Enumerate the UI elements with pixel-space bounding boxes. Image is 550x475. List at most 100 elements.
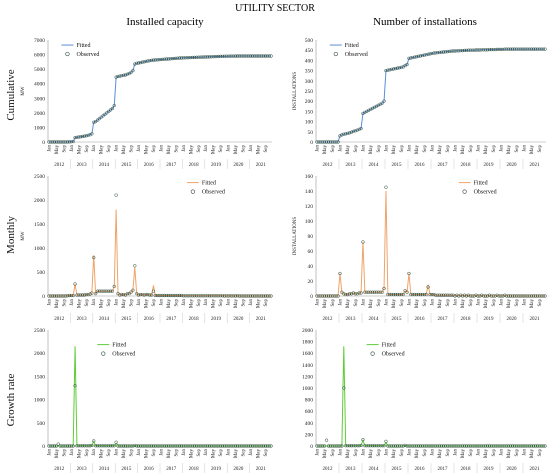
- observed-point: [495, 47, 499, 52]
- month-tick-label: Jan: [227, 299, 232, 306]
- month-tick-label: Jan: [315, 299, 320, 306]
- fitted-line: [316, 190, 546, 297]
- observed-point: [170, 444, 174, 448]
- observed-point: [516, 47, 520, 51]
- observed-point: [224, 294, 228, 298]
- observed-point: [437, 444, 442, 448]
- y-tick-label: 600: [305, 409, 314, 415]
- observed-point: [73, 384, 77, 388]
- observed-point: [535, 47, 540, 51]
- observed-point: [254, 294, 258, 298]
- row-label-monthly: Monthly: [5, 216, 17, 254]
- observed-point: [501, 444, 505, 448]
- month-tick-label: May: [77, 145, 82, 155]
- observed-point: [176, 56, 180, 60]
- observed-point: [120, 444, 124, 448]
- month-tick-label: Jan: [182, 145, 187, 152]
- observed-point: [531, 47, 536, 51]
- observed-point: [84, 134, 88, 138]
- observed-point: [189, 55, 193, 60]
- observed-point: [449, 293, 453, 297]
- observed-point: [409, 56, 413, 60]
- month-tick-label: Sep: [331, 299, 336, 307]
- observed-point: [365, 444, 369, 448]
- month-tick-label: Sep: [469, 145, 474, 153]
- observed-point: [219, 54, 223, 59]
- observed-point: [196, 294, 200, 298]
- observed-point: [322, 444, 327, 448]
- month-tick-label: Jan: [227, 449, 232, 456]
- observed-point: [163, 57, 167, 61]
- observed-point: [224, 54, 228, 58]
- observed-point: [215, 444, 219, 448]
- observed-point: [140, 60, 144, 64]
- observed-point: [453, 444, 457, 448]
- observed-point: [151, 444, 156, 448]
- observed-point: [202, 444, 206, 448]
- observed-point: [187, 294, 191, 298]
- observed-point: [149, 293, 154, 297]
- observed-point: [258, 444, 262, 448]
- y-tick-label: 1000: [302, 386, 313, 392]
- observed-point: [168, 444, 172, 448]
- observed-point: [353, 292, 357, 296]
- observed-point: [447, 49, 451, 54]
- observed-point: [319, 294, 323, 298]
- observed-point: [222, 294, 227, 298]
- year-tick-label: 2016: [415, 467, 426, 472]
- observed-point: [345, 292, 350, 297]
- observed-point: [390, 67, 394, 72]
- observed-point: [159, 57, 163, 62]
- observed-point: [142, 444, 146, 448]
- month-tick-label: Jan: [407, 145, 412, 152]
- observed-point: [174, 293, 178, 298]
- observed-point: [56, 140, 60, 144]
- observed-point: [390, 444, 394, 448]
- observed-point: [220, 294, 225, 298]
- legend-fitted-label: Fitted: [474, 181, 488, 187]
- observed-point: [344, 444, 348, 448]
- y-tick-label: 350: [305, 69, 314, 75]
- observed-point: [71, 139, 75, 144]
- observed-point: [342, 132, 346, 136]
- observed-point: [401, 292, 405, 297]
- y-tick-label: 500: [37, 270, 46, 276]
- observed-point: [357, 291, 361, 295]
- observed-point: [194, 55, 199, 59]
- observed-point: [506, 294, 511, 298]
- year-tick-label: 2019: [211, 317, 222, 322]
- legend-observed-label: Observed: [112, 352, 135, 358]
- observed-point: [374, 104, 379, 108]
- observed-point: [157, 293, 161, 298]
- observed-point: [334, 444, 338, 448]
- year-tick-label: 2020: [507, 317, 518, 322]
- observed-point: [88, 292, 92, 296]
- observed-point: [359, 291, 363, 295]
- observed-point: [181, 444, 185, 448]
- observed-point: [434, 444, 438, 448]
- year-tick-label: 2014: [99, 163, 110, 168]
- observed-point: [198, 294, 202, 298]
- observed-point: [409, 444, 413, 448]
- month-tick-label: May: [507, 145, 512, 155]
- observed-point: [192, 294, 197, 298]
- observed-point: [528, 444, 532, 448]
- observed-point: [121, 444, 126, 448]
- observed-point: [129, 444, 133, 448]
- observed-point: [204, 444, 208, 448]
- observed-point: [355, 292, 359, 296]
- observed-point: [133, 62, 137, 66]
- year-tick-label: 2013: [346, 317, 357, 322]
- month-tick-label: May: [507, 299, 512, 309]
- observed-point: [399, 444, 403, 448]
- observed-point: [416, 292, 421, 297]
- observed-point: [97, 289, 101, 293]
- observed-point: [365, 290, 369, 294]
- observed-point: [138, 292, 143, 297]
- observed-point: [321, 444, 325, 448]
- observed-point: [166, 293, 171, 298]
- legend-observed-label: Observed: [202, 190, 225, 196]
- year-tick-label: 2017: [438, 163, 449, 168]
- observed-point: [211, 444, 215, 448]
- observed-point: [476, 294, 480, 298]
